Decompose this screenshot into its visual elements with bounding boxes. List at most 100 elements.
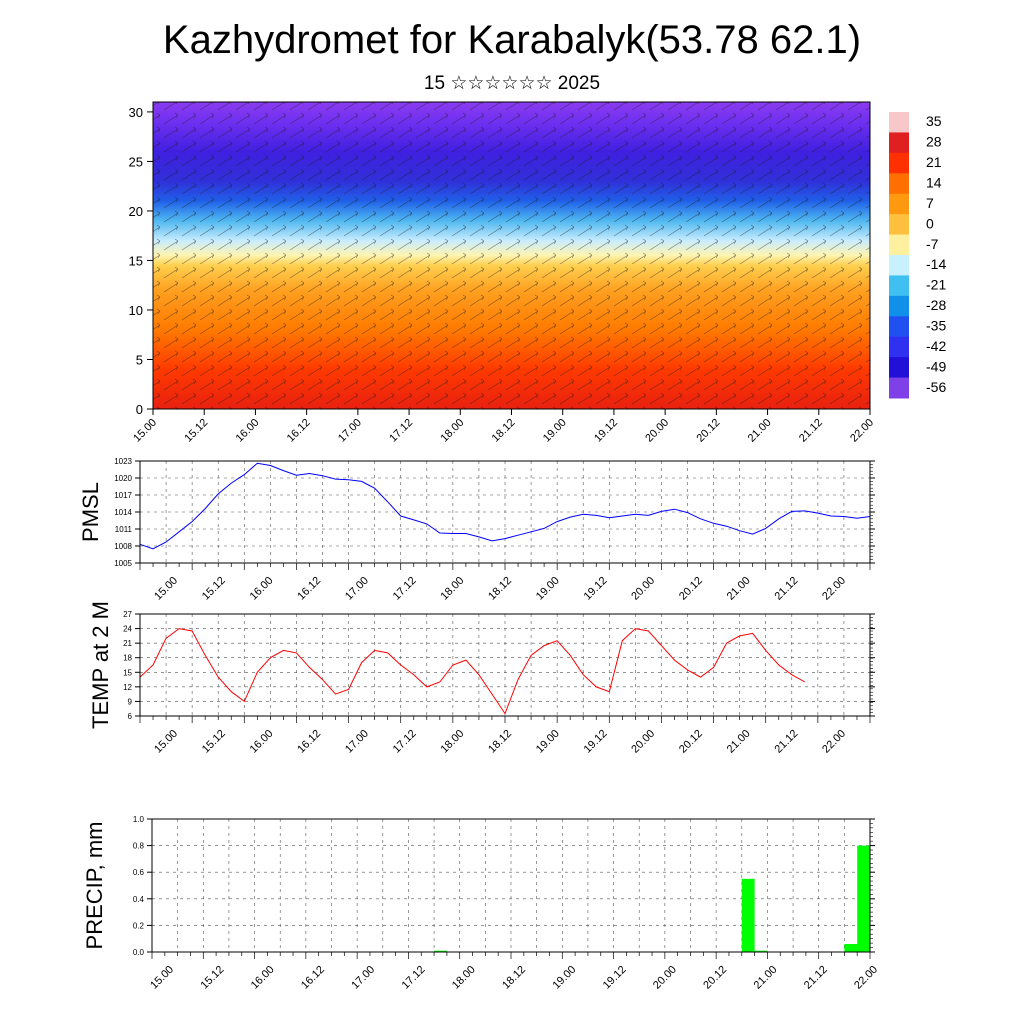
colorbar-label: 0: [926, 215, 934, 231]
x-tick-label: 21.00: [725, 575, 753, 603]
colorbar-label: -42: [926, 338, 946, 354]
precip-bar: [741, 878, 755, 952]
precip-panel: 0.0 0.2 0.4 0.6 0.8 1.0 15.00 15.12 16.00 16.12 17…: [82, 815, 880, 992]
x-tick-label: 18.00: [438, 575, 466, 603]
precip-ylabel: PRECIP, mm: [82, 822, 107, 950]
y-tick-label: 25: [129, 154, 143, 169]
x-tick-label: 17.00: [343, 575, 371, 603]
cross-section-panel: 0 5 10 15 20 25 30 15.00 15.12 16.00 16.12 17.00 17.…: [129, 101, 876, 445]
y-tick-label: 0.6: [133, 868, 145, 877]
x-tick-label: 17.12: [400, 964, 428, 992]
x-tick-label: 18.12: [490, 417, 518, 445]
precip-bar: [434, 950, 447, 952]
y-tick-label: 0.0: [133, 948, 145, 957]
x-tick-label: 19.00: [534, 575, 562, 603]
colorbar-label: -14: [926, 256, 946, 272]
colorbar-swatch: [889, 112, 909, 133]
y-tick-label: 1.0: [133, 815, 145, 824]
x-tick-label: 19.12: [582, 728, 610, 756]
x-tick-label: 22.00: [852, 964, 880, 992]
x-tick-label: 20.00: [643, 417, 671, 445]
pmsl-line: [139, 462, 871, 550]
colorbar-swatch: [889, 214, 909, 236]
y-tick-label: 1005: [114, 559, 132, 568]
y-tick-label: 6: [128, 712, 133, 721]
x-tick-label: 16.00: [249, 964, 277, 992]
temp2m-ylabel: TEMP at 2 M: [88, 601, 113, 729]
x-tick-label: 19.12: [582, 575, 610, 603]
x-tick-label: 15.12: [200, 728, 228, 756]
page-title: Kazhydromet for Karabalyk(53.78 62.1): [162, 18, 862, 62]
x-tick-label: 15.00: [152, 575, 180, 603]
colorbar-swatch: [889, 173, 909, 195]
x-tick-label: 17.12: [391, 575, 419, 603]
x-tick-label: 21.12: [802, 964, 830, 992]
colorbar-swatch: [889, 295, 909, 317]
x-tick-label: 18.12: [486, 728, 514, 756]
colorbar-label: -35: [926, 318, 946, 334]
temp-panel: 6 9 12 15 18 21 24 27 15.00 15.12 16.00 16.12 17.00 1…: [88, 601, 875, 756]
x-tick-label: 19.00: [550, 964, 578, 992]
colorbar-swatch: [889, 193, 909, 215]
y-tick-label: 12: [123, 683, 132, 692]
y-tick-label: 20: [129, 204, 143, 219]
precip-bar: [857, 845, 870, 952]
x-tick-label: 15.00: [148, 964, 176, 992]
y-tick-label: 15: [129, 253, 143, 268]
x-tick-label: 16.12: [295, 575, 323, 603]
y-tick-label: 5: [136, 352, 143, 367]
pmsl-panel: 1005 1008 1011 1014 1017 1020 1023 15.00 15.12 16…: [78, 457, 875, 603]
colorbar-swatch: [889, 152, 909, 174]
y-tick-label: 1008: [114, 542, 132, 551]
y-tick-label: 1020: [114, 474, 132, 483]
colorbar-label: 14: [926, 175, 942, 191]
x-tick-label: 21.12: [772, 728, 800, 756]
x-tick-label: 19.00: [534, 728, 562, 756]
x-tick-label: 17.12: [387, 417, 415, 445]
x-tick-label: 16.12: [299, 964, 327, 992]
colorbar-label: 21: [926, 154, 942, 170]
x-tick-label: 18.00: [438, 417, 466, 445]
x-tick-label: 17.00: [349, 964, 377, 992]
x-tick-label: 22.00: [820, 575, 848, 603]
x-tick-label: 21.12: [772, 575, 800, 603]
x-tick-label: 20.12: [695, 417, 723, 445]
colorbar-swatch: [889, 132, 909, 154]
x-tick-label: 21.00: [752, 964, 780, 992]
temp2m-line: [139, 628, 806, 715]
x-tick-label: 17.00: [343, 728, 371, 756]
x-tick-label: 22.00: [820, 728, 848, 756]
x-tick-label: 16.00: [234, 417, 262, 445]
x-tick-label: 15.12: [198, 964, 226, 992]
pmsl-ylabel: PMSL: [78, 482, 103, 542]
page-subtitle: 15 ☆☆☆☆☆☆ 2025: [423, 73, 601, 94]
colorbar-label: -49: [926, 358, 946, 374]
x-tick-label: 20.00: [651, 964, 679, 992]
y-tick-label: 0.8: [133, 842, 145, 851]
x-tick-label: 16.12: [295, 728, 323, 756]
colorbar-label: -28: [926, 297, 946, 313]
y-tick-label: 1011: [115, 525, 133, 534]
colorbar-label: 35: [926, 113, 942, 129]
y-tick-label: 0.2: [133, 921, 145, 930]
colorbar-label: -7: [926, 236, 939, 252]
x-tick-label: 19.12: [592, 417, 620, 445]
precip-bar: [754, 950, 768, 952]
y-tick-label: 15: [123, 668, 132, 677]
y-tick-label: 30: [129, 105, 143, 120]
colorbar-swatch: [889, 357, 909, 379]
colorbar-swatch: [889, 316, 909, 338]
x-tick-label: 20.12: [701, 964, 729, 992]
y-tick-label: 0.4: [133, 895, 145, 904]
colorbar: 35 28 21 14 7 0 -7 -14 -21 -28 -35 -42 -49 -56: [889, 112, 946, 399]
wind-barbs: [153, 102, 870, 409]
x-tick-label: 16.12: [285, 417, 313, 445]
y-tick-label: 9: [128, 697, 133, 706]
x-tick-label: 15.00: [131, 417, 159, 445]
colorbar-swatch: [889, 255, 909, 276]
y-tick-label: 1014: [114, 508, 132, 517]
x-tick-label: 18.00: [438, 728, 466, 756]
colorbar-swatch: [889, 234, 909, 256]
colorbar-swatch: [889, 275, 909, 297]
x-tick-label: 16.00: [248, 575, 276, 603]
